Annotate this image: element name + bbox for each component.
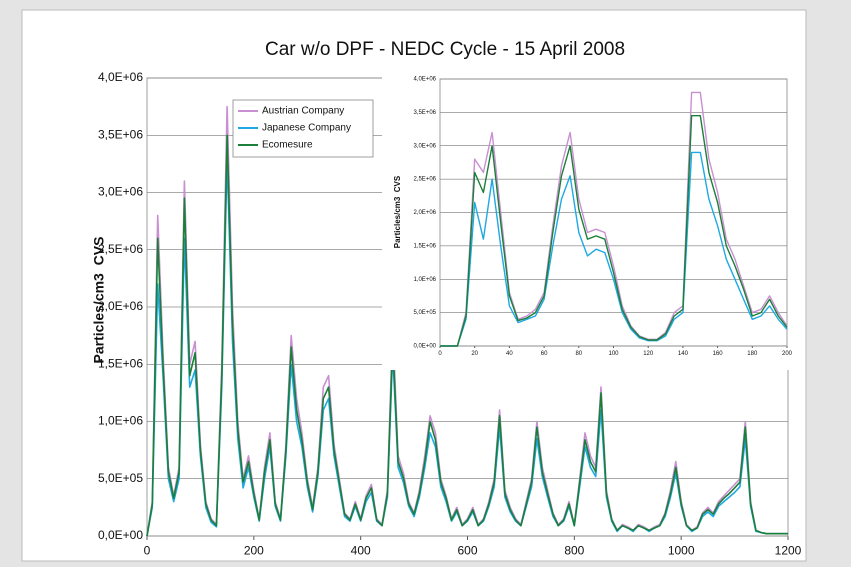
series-line	[440, 151, 788, 347]
y-tick-label: 5,0E+05	[413, 310, 436, 316]
x-tick-label: 100	[608, 351, 619, 357]
legend-label: Ecomesure	[262, 140, 313, 151]
y-tick-label: 0,0E+00	[413, 344, 436, 350]
x-tick-label: 0	[438, 351, 442, 357]
x-tick-label: 60	[541, 351, 548, 357]
x-tick-label: 200	[782, 351, 793, 357]
y-tick-label: 4,0E+06	[98, 70, 143, 84]
y-tick-label: 3,5E+06	[413, 110, 436, 116]
series-line	[146, 134, 788, 537]
y-tick-label: 2,5E+06	[413, 177, 436, 183]
y-axis-label: Particles/cm3 CVS	[91, 237, 107, 364]
x-tick-label: 800	[564, 543, 584, 557]
x-tick-label: 40	[506, 351, 513, 357]
y-tick-label: 1,5E+06	[98, 356, 143, 370]
x-tick-label: 400	[351, 543, 371, 557]
y-tick-label: 1,5E+06	[413, 243, 436, 249]
y-tick-label: 1,0E+06	[413, 277, 436, 283]
series-line	[440, 115, 788, 347]
y-tick-label: 2,0E+06	[98, 299, 143, 313]
x-tick-label: 120	[643, 351, 654, 357]
y-tick-label: 3,0E+06	[413, 143, 436, 149]
x-tick-label: 1000	[668, 543, 695, 557]
x-tick-label: 80	[575, 351, 582, 357]
y-axis-label: Particles/cm3 CVS	[393, 175, 402, 248]
y-tick-label: 3,5E+06	[98, 127, 143, 141]
x-tick-label: 20	[471, 351, 478, 357]
series-line	[440, 91, 788, 347]
chart-title: Car w/o DPF - NEDC Cycle - 15 April 2008	[265, 39, 625, 60]
legend-label: Austrian Company	[262, 106, 344, 117]
x-tick-label: 160	[713, 351, 724, 357]
x-tick-label: 1200	[775, 543, 802, 557]
y-tick-label: 4,0E+06	[413, 77, 436, 83]
inset-background	[382, 70, 796, 370]
x-tick-label: 180	[747, 351, 758, 357]
x-tick-label: 600	[457, 543, 477, 557]
x-tick-label: 200	[244, 543, 264, 557]
y-tick-label: 0,0E+00	[98, 528, 143, 542]
x-tick-label: 140	[678, 351, 689, 357]
plot-frame	[439, 78, 788, 347]
y-tick-label: 3,0E+06	[98, 185, 143, 199]
legend-label: Japanese Company	[262, 123, 351, 134]
y-tick-label: 1,0E+06	[98, 414, 143, 428]
y-tick-label: 5,0E+05	[98, 471, 143, 485]
x-tick-label: 0	[144, 543, 151, 557]
y-tick-label: 2,5E+06	[98, 242, 143, 256]
y-tick-label: 2,0E+06	[413, 210, 436, 216]
